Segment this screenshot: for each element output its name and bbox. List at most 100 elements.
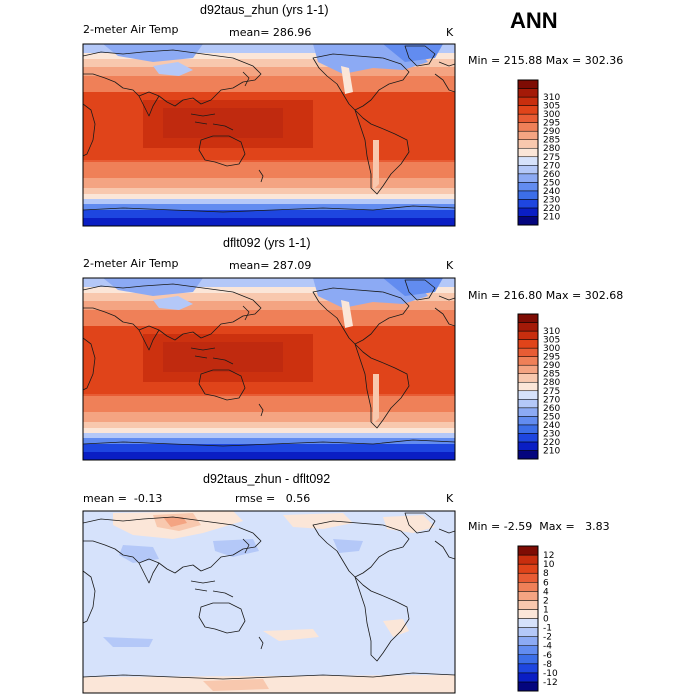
panel1-colorbar-tick-label: 300 xyxy=(543,110,560,120)
panel1-minmax: Min = 215.88 Max = 302.36 xyxy=(468,54,623,67)
panel2-colorbar-swatch xyxy=(517,347,539,357)
panel2-title: dflt092 (yrs 1-1) xyxy=(223,236,311,250)
panel3-colorbar-tick-label: 1 xyxy=(543,605,549,615)
panel3-colorbar-frame xyxy=(517,545,539,692)
panel3-colorbar-swatch xyxy=(517,582,539,592)
panel2-colorbar-swatch xyxy=(517,364,539,374)
panel1-colorbar: 2102202302402502602702752802852902953003… xyxy=(517,79,560,226)
panel3-colorbar-tick-label: 8 xyxy=(543,569,549,579)
panel3-colorbar-swatch xyxy=(517,563,539,574)
panel3-min-value: -2.59 xyxy=(503,520,533,533)
panel3-mean: mean = -0.13 xyxy=(83,492,162,505)
panel3-colorbar-swatch xyxy=(517,672,539,683)
panel2-colorbar-tick-label: 300 xyxy=(543,344,560,354)
panel3-colorbar-swatch xyxy=(517,591,539,601)
panel2-colorbar-tick-label: 210 xyxy=(543,446,560,456)
panel3-colorbar-swatch xyxy=(517,627,539,637)
panel1-map xyxy=(82,43,456,227)
panel1-colorbar-tick-label: 210 xyxy=(543,212,560,222)
panel3-mean-value: -0.13 xyxy=(133,492,163,505)
panel3-colorbar-tick-label: 2 xyxy=(543,596,549,606)
panel2-colorbar-tick-label: 230 xyxy=(543,429,560,439)
panel3-colorbar-tick-label: -12 xyxy=(543,678,558,688)
panel1-colorbar-swatch xyxy=(517,122,539,132)
panel1-min-label: Min = xyxy=(468,54,501,67)
panel2-colorbar-swatch xyxy=(517,373,539,383)
panel3-colorbar-swatch xyxy=(517,600,539,610)
panel1-colorbar-tick-label: 295 xyxy=(543,119,560,129)
panel1-colorbar-tick-label: 260 xyxy=(543,170,560,180)
panel2-colorbar-swatch xyxy=(517,390,539,400)
panel1-colorbar-tick-label: 270 xyxy=(543,161,560,171)
panel1-colorbar-tick-label: 305 xyxy=(543,102,560,112)
panel3-minmax: Min = -2.59 Max = 3.83 xyxy=(468,520,610,533)
panel1-colorbar-tick-label: 285 xyxy=(543,136,560,146)
panel2-colorbar-tick-label: 270 xyxy=(543,395,560,405)
panel3-colorbar-swatch xyxy=(517,618,539,628)
panel1-mean-label: mean= xyxy=(229,26,270,39)
panel3-map xyxy=(82,510,456,694)
panel2-colorbar-tick-label: 290 xyxy=(543,361,560,371)
panel2-mean-value: 287.09 xyxy=(272,259,312,272)
panel3-colorbar-tick-label: -10 xyxy=(543,669,558,679)
season-label: ANN xyxy=(510,8,558,33)
panel3-colorbar-swatch xyxy=(517,572,539,583)
panel2-colorbar-tick-label: 220 xyxy=(543,438,560,448)
panel3-rmse: rmse = 0.56 xyxy=(235,492,310,505)
panel1-colorbar-frame xyxy=(517,79,539,226)
panel2-colorbar-swatch xyxy=(517,433,539,443)
panel1-title: d92taus_zhun (yrs 1-1) xyxy=(200,3,329,17)
panel1-max-label: Max = xyxy=(545,54,582,67)
panel2-colorbar-tick-label: 260 xyxy=(543,404,560,414)
panel2-colorbar-swatch xyxy=(517,356,539,366)
panel3-max-label: Max = xyxy=(539,520,575,533)
panel1-colorbar-tick-label: 230 xyxy=(543,195,560,205)
panel3-min-label: Min = xyxy=(468,520,501,533)
panel2-minmax: Min = 216.80 Max = 302.68 xyxy=(468,289,623,302)
panel1-colorbar-swatch xyxy=(517,79,539,89)
panel2-colorbar-tick-label: 305 xyxy=(543,336,560,346)
panel1-units: K xyxy=(446,26,454,39)
panel1-colorbar-swatch xyxy=(517,113,539,123)
panel1-colorbar-swatch xyxy=(517,130,539,140)
panel2-mean: mean= 287.09 xyxy=(229,259,311,272)
panel1-colorbar-swatch xyxy=(517,156,539,166)
panel3-colorbar-tick-label: -1 xyxy=(543,624,552,634)
panel2-colorbar-swatch xyxy=(517,399,539,409)
panel2-colorbar-swatch xyxy=(517,416,539,426)
panel1-colorbar-swatch xyxy=(517,96,539,106)
panel1-colorbar-swatch xyxy=(517,147,539,158)
panel2-colorbar-frame xyxy=(517,313,539,460)
panel2-colorbar-swatch xyxy=(517,330,539,340)
panel1-colorbar-swatch xyxy=(517,105,539,115)
panel3-colorbar-tick-label: -4 xyxy=(543,642,552,652)
panel2-colorbar-tick-label: 250 xyxy=(543,412,560,422)
panel3-colorbar-swatch xyxy=(517,554,539,565)
panel3-colorbar-swatch xyxy=(517,636,539,646)
panel1-colorbar-swatch xyxy=(517,190,539,200)
panel2-colorbar-swatch xyxy=(517,424,539,434)
panel1-colorbar-swatch xyxy=(517,173,539,183)
panel2-mean-label: mean= xyxy=(229,259,270,272)
panel2-colorbar-tick-label: 240 xyxy=(543,421,560,431)
panel1-colorbar-tick-label: 250 xyxy=(543,178,560,188)
panel2-map xyxy=(82,277,456,461)
panel3-rmse-value: 0.56 xyxy=(285,492,311,505)
panel3-colorbar-swatch xyxy=(517,609,539,619)
panel3-colorbar-tick-label: 4 xyxy=(543,587,549,597)
panel3-title: d92taus_zhun - dflt092 xyxy=(203,472,331,486)
panel3-mean-label: mean = xyxy=(83,492,127,505)
panel3-colorbar-swatch xyxy=(517,645,539,655)
panel1-colorbar-swatch xyxy=(517,199,539,209)
panel3-max-value: 3.83 xyxy=(585,520,610,533)
panel2-min-label: Min = xyxy=(468,289,501,302)
panel1-min-value: 215.88 xyxy=(503,54,543,67)
panel3-colorbar-swatch xyxy=(517,654,539,665)
panel3-colorbar-swatch xyxy=(517,681,539,692)
panel2-colorbar-swatch xyxy=(517,339,539,349)
panel3-units: K xyxy=(446,492,454,505)
panel2-colorbar-swatch xyxy=(517,313,539,323)
panel2-colorbar-swatch xyxy=(517,322,539,332)
panel2-colorbar-swatch xyxy=(517,381,539,392)
